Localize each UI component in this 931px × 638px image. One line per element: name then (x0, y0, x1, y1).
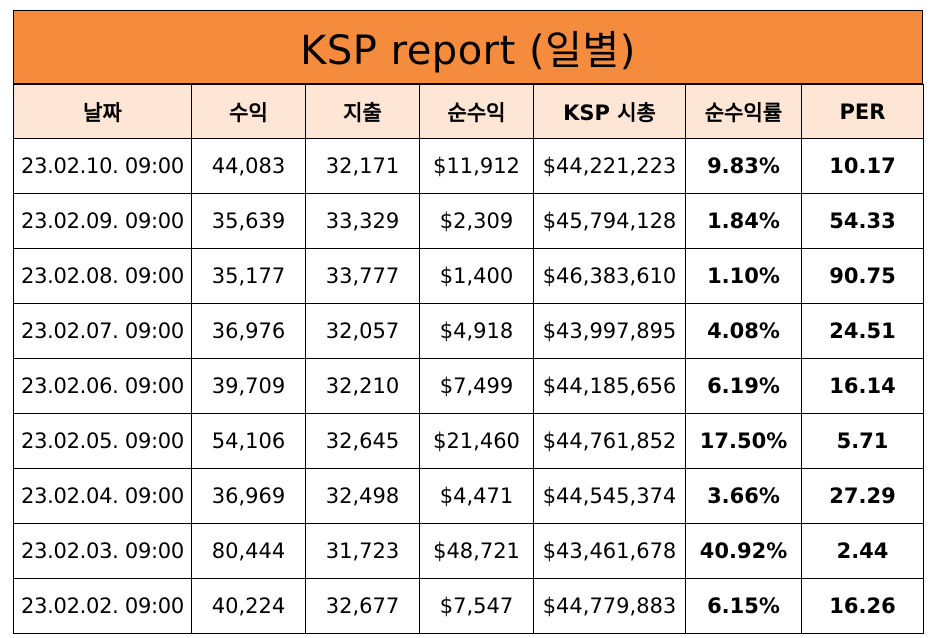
table-row: 23.02.08. 09:00 35,177 33,777 $1,400 $46,383… (13, 248, 924, 304)
per-cell: 27.29 (801, 468, 924, 524)
revenue-cell: 39,709 (191, 358, 306, 414)
market-cap-cell: $44,779,883 (533, 578, 686, 634)
table-row: 23.02.09. 09:00 35,639 33,329 $2,309 $45,794… (13, 193, 924, 249)
expense-cell: 32,210 (305, 358, 420, 414)
market-cap-cell: $43,461,678 (533, 523, 686, 579)
column-header-net-profit: 순수익 (419, 84, 534, 139)
table-row: 23.02.04. 09:00 36,969 32,498 $4,471 $44,545… (13, 468, 924, 524)
date-cell: 23.02.08. 09:00 (13, 248, 192, 304)
net-margin-cell: 40.92% (685, 523, 802, 579)
revenue-cell: 54,106 (191, 413, 306, 469)
date-cell: 23.02.05. 09:00 (13, 413, 192, 469)
market-cap-cell: $44,221,223 (533, 138, 686, 194)
per-cell: 54.33 (801, 193, 924, 249)
net-profit-cell: $48,721 (419, 523, 534, 579)
market-cap-cell: $44,185,656 (533, 358, 686, 414)
date-cell: 23.02.03. 09:00 (13, 523, 192, 579)
date-cell: 23.02.06. 09:00 (13, 358, 192, 414)
net-profit-cell: $2,309 (419, 193, 534, 249)
table-row: 23.02.06. 09:00 39,709 32,210 $7,499 $44,185… (13, 358, 924, 414)
market-cap-cell: $43,997,895 (533, 303, 686, 359)
table-row: 23.02.02. 09:00 40,224 32,677 $7,547 $44,779… (13, 578, 924, 634)
column-header-market-cap: KSP 시총 (533, 84, 686, 139)
net-profit-cell: $4,918 (419, 303, 534, 359)
net-profit-cell: $7,499 (419, 358, 534, 414)
expense-cell: 33,329 (305, 193, 420, 249)
net-margin-cell: 1.10% (685, 248, 802, 304)
revenue-cell: 44,083 (191, 138, 306, 194)
revenue-cell: 35,639 (191, 193, 306, 249)
date-cell: 23.02.10. 09:00 (13, 138, 192, 194)
net-profit-cell: $1,400 (419, 248, 534, 304)
expense-cell: 33,777 (305, 248, 420, 304)
date-cell: 23.02.02. 09:00 (13, 578, 192, 634)
column-header-date: 날짜 (13, 84, 192, 139)
market-cap-cell: $44,761,852 (533, 413, 686, 469)
market-cap-cell: $44,545,374 (533, 468, 686, 524)
per-cell: 5.71 (801, 413, 924, 469)
table-row: 23.02.03. 09:00 80,444 31,723 $48,721 $43,46… (13, 523, 924, 579)
table-row: 23.02.10. 09:00 44,083 32,171 $11,912 $44,22… (13, 138, 924, 194)
column-header-net-margin: 순수익률 (685, 84, 802, 139)
expense-cell: 32,498 (305, 468, 420, 524)
per-cell: 16.26 (801, 578, 924, 634)
per-cell: 10.17 (801, 138, 924, 194)
report-title: KSP report (일별) (13, 10, 923, 84)
net-margin-cell: 4.08% (685, 303, 802, 359)
net-margin-cell: 17.50% (685, 413, 802, 469)
market-cap-cell: $45,794,128 (533, 193, 686, 249)
expense-cell: 32,677 (305, 578, 420, 634)
header-row: 날짜 수익 지출 순수익 KSP 시총 순수익률 PER (13, 84, 924, 139)
report-sheet: KSP report (일별) 날짜 수익 지출 순수익 KSP 시총 순수익률… (13, 10, 924, 634)
per-cell: 16.14 (801, 358, 924, 414)
market-cap-cell: $46,383,610 (533, 248, 686, 304)
revenue-cell: 35,177 (191, 248, 306, 304)
column-header-per: PER (801, 84, 924, 139)
net-margin-cell: 6.19% (685, 358, 802, 414)
net-profit-cell: $4,471 (419, 468, 534, 524)
net-margin-cell: 1.84% (685, 193, 802, 249)
revenue-cell: 40,224 (191, 578, 306, 634)
net-margin-cell: 3.66% (685, 468, 802, 524)
net-profit-cell: $11,912 (419, 138, 534, 194)
per-cell: 2.44 (801, 523, 924, 579)
net-margin-cell: 9.83% (685, 138, 802, 194)
report-table: 날짜 수익 지출 순수익 KSP 시총 순수익률 PER 23.02.10. 0… (13, 84, 924, 634)
date-cell: 23.02.04. 09:00 (13, 468, 192, 524)
expense-cell: 32,645 (305, 413, 420, 469)
per-cell: 90.75 (801, 248, 924, 304)
net-margin-cell: 6.15% (685, 578, 802, 634)
revenue-cell: 36,969 (191, 468, 306, 524)
expense-cell: 32,171 (305, 138, 420, 194)
revenue-cell: 80,444 (191, 523, 306, 579)
column-header-expense: 지출 (305, 84, 420, 139)
table-row: 23.02.05. 09:00 54,106 32,645 $21,460 $44,76… (13, 413, 924, 469)
table-row: 23.02.07. 09:00 36,976 32,057 $4,918 $43,997… (13, 303, 924, 359)
per-cell: 24.51 (801, 303, 924, 359)
column-header-revenue: 수익 (191, 84, 306, 139)
report-body: 23.02.10. 09:00 44,083 32,171 $11,912 $44,22… (13, 138, 924, 634)
expense-cell: 32,057 (305, 303, 420, 359)
date-cell: 23.02.07. 09:00 (13, 303, 192, 359)
net-profit-cell: $21,460 (419, 413, 534, 469)
date-cell: 23.02.09. 09:00 (13, 193, 192, 249)
revenue-cell: 36,976 (191, 303, 306, 359)
net-profit-cell: $7,547 (419, 578, 534, 634)
expense-cell: 31,723 (305, 523, 420, 579)
